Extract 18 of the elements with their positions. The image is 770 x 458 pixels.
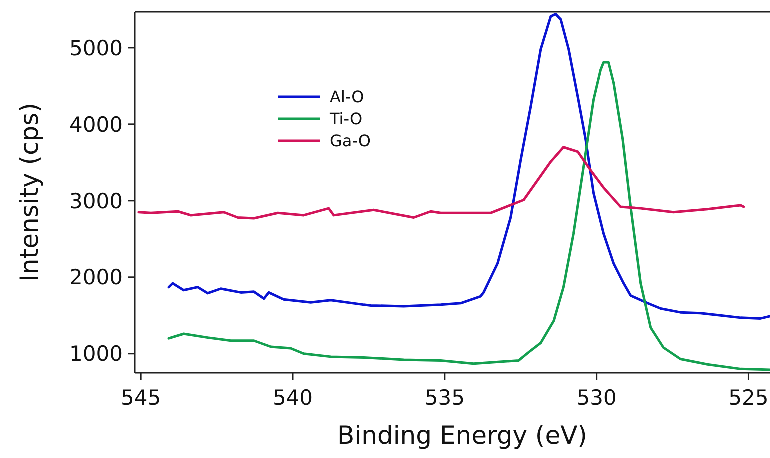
x-tick-label: 545	[121, 386, 162, 410]
line-series	[168, 13, 770, 320]
y-tick-label: 3000	[70, 189, 123, 214]
line-series	[168, 61, 770, 372]
x-axis-title: Binding Energy (eV)	[338, 421, 588, 450]
legend-label: Ga-O	[330, 132, 372, 151]
x-tick-label: 530	[576, 386, 617, 410]
y-tick-label: 5000	[70, 36, 123, 60]
y-axis-title: Intensity (cps)	[15, 103, 44, 282]
legend-label: Ti-O	[329, 110, 363, 129]
y-tick-label: 2000	[70, 266, 123, 290]
y-tick-label: 1000	[70, 342, 123, 366]
line-series	[138, 146, 746, 220]
x-tick-label: 525	[728, 386, 769, 410]
x-tick-label: 535	[424, 386, 465, 410]
x-tick-label: 540	[272, 386, 314, 410]
y-tick-label: 4000	[70, 112, 123, 137]
legend-label: Al-O	[330, 88, 364, 107]
